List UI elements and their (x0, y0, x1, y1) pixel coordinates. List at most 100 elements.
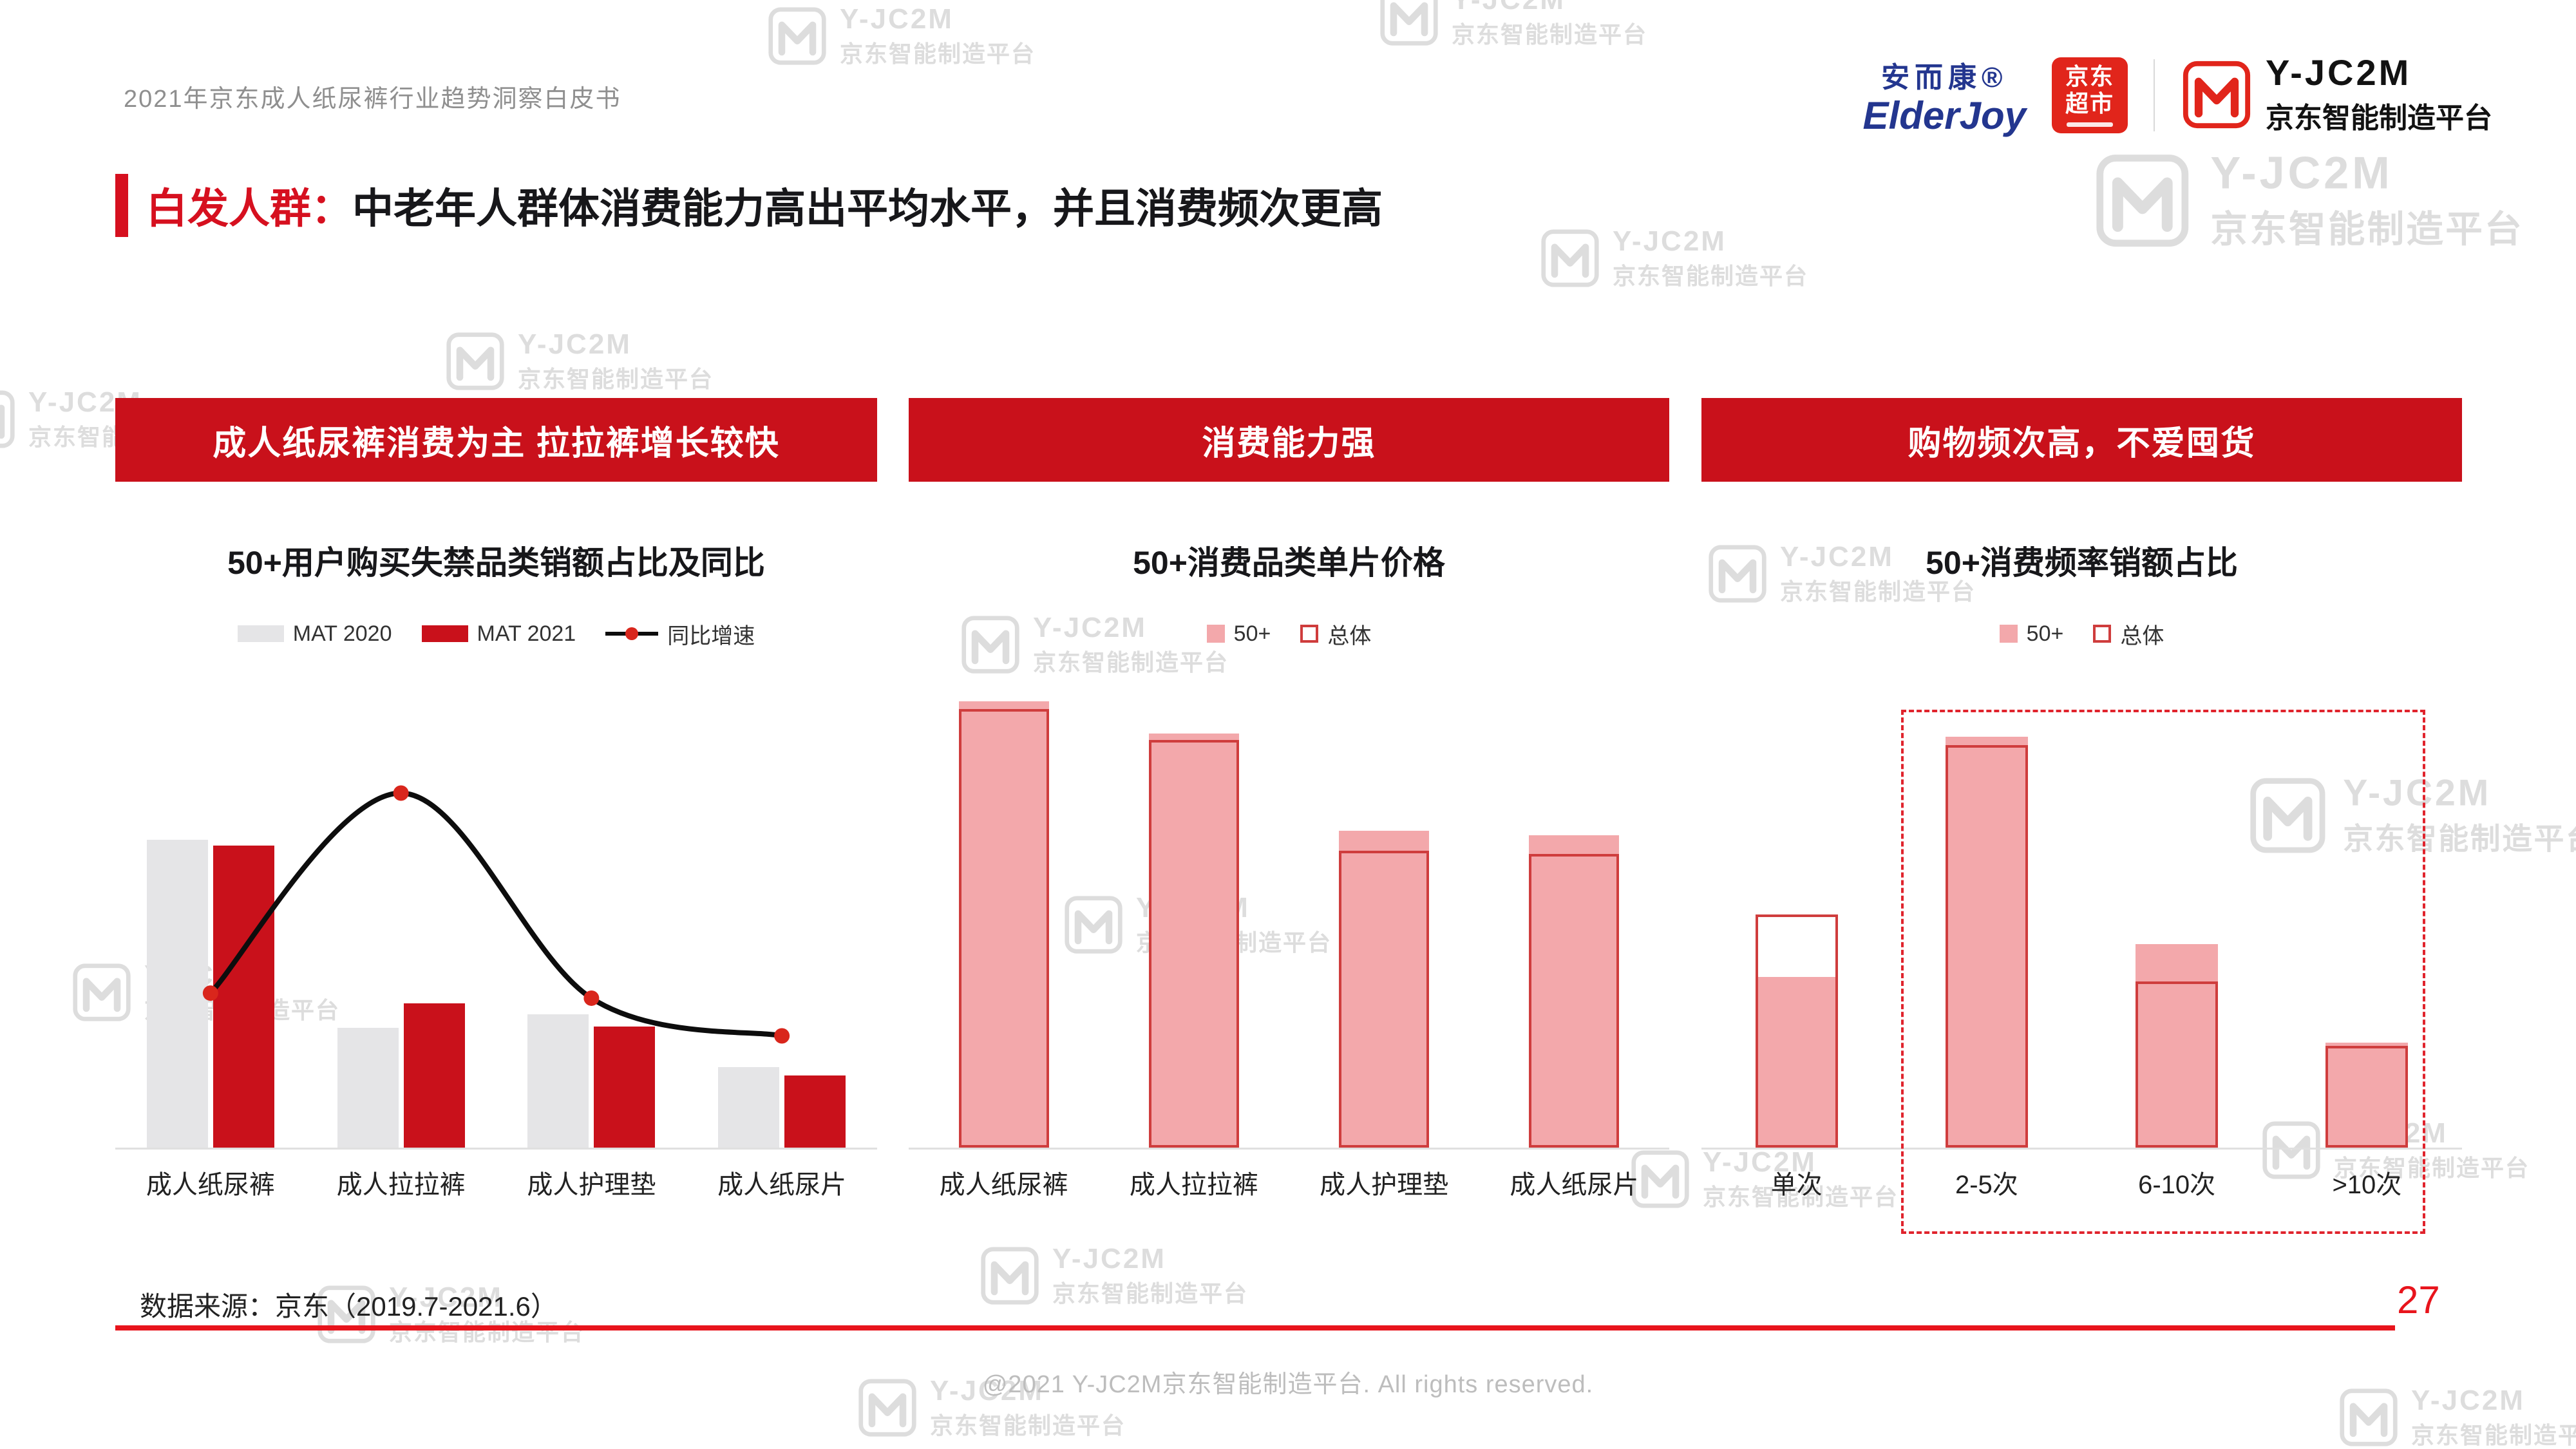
watermark-subtitle: 京东智能制造平台 (518, 366, 714, 392)
bar (1529, 853, 1620, 1148)
bar (527, 1014, 589, 1148)
page-number: 27 (2397, 1278, 2440, 1321)
watermark-logo-icon (317, 1285, 375, 1343)
watermark: Y-JC2M 京东智能制造平台 (1539, 225, 1808, 291)
chart-1-column: 50+用户购买失禁品类销额占比及同比 MAT 2020 MAT 2021 同比增速 … (115, 542, 877, 1201)
watermark-subtitle: 京东智能制造平台 (1452, 21, 1648, 48)
jd-supermarket-line1: 京东 (2065, 63, 2114, 90)
logo-row: 安而康® ElderJoy 京东 超市 Y-JC2M 京东智能制造平台 (1862, 52, 2492, 137)
legend-swatch-icon (2093, 625, 2112, 643)
legend-label: 总体 (2120, 623, 2164, 649)
watermark-logo-icon (2340, 1388, 2398, 1446)
chart-3-title: 50+消费频率销额占比 (1926, 545, 2238, 581)
yjc2m-text: Y-JC2M 京东智能制造平台 (2266, 52, 2492, 136)
watermark-subtitle: 京东智能制造平台 (389, 1319, 585, 1345)
category-label: 成人纸尿裤 (146, 1171, 275, 1199)
watermark-logo-icon (768, 7, 826, 65)
bar (2136, 981, 2219, 1148)
watermark-logo-icon (1380, 0, 1438, 46)
legend-label: MAT 2021 (477, 621, 576, 646)
legend-item: MAT 2021 (421, 621, 576, 647)
watermark-subtitle: 京东智能制造平台 (840, 41, 1036, 67)
page-title: 白发人群： 中老年人群体消费能力高出平均水平，并且消费频次更高 (115, 174, 1383, 237)
legend-line-marker-icon (605, 632, 659, 636)
bar (1755, 977, 1838, 1148)
watermark-logo-icon (961, 616, 1019, 674)
category-label: 成人护理垫 (527, 1171, 656, 1199)
legend-label: 总体 (1327, 623, 1372, 649)
bar-group (718, 688, 846, 1148)
bar-group (958, 688, 1049, 1148)
watermark-logo-icon (1541, 229, 1599, 287)
watermark: Y-JC2M 京东智能制造平台 (2338, 1385, 2576, 1449)
bar-group (2136, 688, 2219, 1148)
watermark-brand: Y-JC2M (930, 1375, 1044, 1406)
watermark-subtitle: 京东智能制造平台 (2411, 1422, 2576, 1448)
legend-item: 50+ (1206, 621, 1271, 647)
watermark-logo-icon (2250, 778, 2325, 853)
yjc2m-logo: Y-JC2M 京东智能制造平台 (2181, 52, 2492, 136)
watermark: Y-JC2M 京东智能制造平台 (857, 1375, 1126, 1441)
chart-2-categories: 成人纸尿裤 成人拉拉裤 成人护理垫 成人纸尿片 (909, 1164, 1669, 1201)
watermark-logo-icon (858, 1379, 916, 1437)
watermark: Y-JC2M 京东智能制造平台 (1707, 541, 1976, 607)
bar (1148, 740, 1239, 1148)
bar-group (146, 688, 274, 1148)
category-label: 成人纸尿裤 (939, 1171, 1068, 1199)
bar (1945, 745, 2028, 1148)
bar-group (1945, 688, 2028, 1148)
legend-label: MAT 2020 (292, 621, 392, 646)
elderjoy-en-text: ElderJoy (1862, 94, 2026, 137)
chart-2-title: 50+消费品类单片价格 (1133, 545, 1445, 581)
watermark-logo-icon (1631, 1150, 1689, 1208)
title-accent-bar (115, 174, 128, 237)
watermark-logo-icon (73, 963, 131, 1021)
category-label: 成人纸尿片 (1510, 1171, 1639, 1199)
jd-supermarket-strip (2067, 122, 2113, 127)
legend-swatch-icon (1300, 625, 1319, 643)
watermark: Y-JC2M 京东智能制造平台 (316, 1282, 585, 1347)
yjc2m-logo-icon (2183, 61, 2251, 129)
data-source-note: 数据来源：京东（2019.7-2021.6） (140, 1291, 558, 1321)
bar (2325, 1042, 2409, 1148)
legend-item: 同比增速 (605, 618, 755, 650)
yjc2m-name: Y-JC2M (2266, 52, 2412, 93)
watermark: Y-JC2M 京东智能制造平台 (1378, 0, 1647, 50)
watermark: Y-JC2M 京东智能制造平台 (766, 3, 1036, 69)
section-banner-3: 购物频次高，不爱囤货 (1701, 398, 2462, 482)
section-banner-1: 成人纸尿裤消费为主 拉拉裤增长较快 (115, 398, 877, 482)
watermark-brand: Y-JC2M (1452, 0, 1647, 16)
chart-3-categories: 单次 2-5次 6-10次 >10次 (1701, 1164, 2462, 1201)
title-main: 中老年人群体消费能力高出平均水平，并且消费频次更高 (352, 185, 1383, 232)
bar-group (2325, 688, 2409, 1148)
category-label: >10次 (2332, 1171, 2402, 1199)
bar (2325, 1046, 2409, 1148)
watermark: Y-JC2M 京东智能制造平台 (979, 1243, 1248, 1309)
watermark-logo-icon (446, 332, 504, 390)
chart-2-legend: 50+ 总体 (909, 618, 1669, 650)
bottom-rule (115, 1325, 2395, 1331)
legend-swatch-icon (237, 625, 284, 642)
bar (594, 1026, 656, 1148)
legend-item: 总体 (1300, 618, 1371, 650)
chart-1-title: 50+用户购买失禁品类销额占比及同比 (227, 545, 765, 581)
watermark-subtitle: 京东智能制造平台 (2334, 1155, 2530, 1181)
bar (213, 845, 274, 1148)
bar (403, 1003, 465, 1148)
watermark-brand: Y-JC2M (2210, 148, 2393, 199)
watermark: Y-JC2M 京东智能制造平台 (1629, 1146, 1899, 1212)
legend-item: MAT 2020 (237, 621, 392, 647)
legend-item: 50+ (1999, 621, 2063, 647)
watermark-subtitle: 京东智能制造平台 (1052, 1280, 1249, 1307)
watermark: Y-JC2M 京东智能制造平台 (960, 612, 1229, 677)
chart-3-legend: 50+ 总体 (1701, 620, 2462, 649)
watermark-logo-icon (1065, 896, 1122, 954)
bar (958, 701, 1049, 1148)
watermark-subtitle: 京东智能制造平台 (2210, 207, 2524, 251)
title-prefix: 白发人群： (146, 185, 352, 232)
chart-2-column: 50+消费品类单片价格 50+ 总体 成人纸尿裤 成人拉拉裤 成人护理垫 成人纸尿片 (909, 542, 1669, 1201)
watermark-subtitle: 京东智能制造平台 (1033, 649, 1229, 676)
chart-2-plot (909, 688, 1669, 1150)
